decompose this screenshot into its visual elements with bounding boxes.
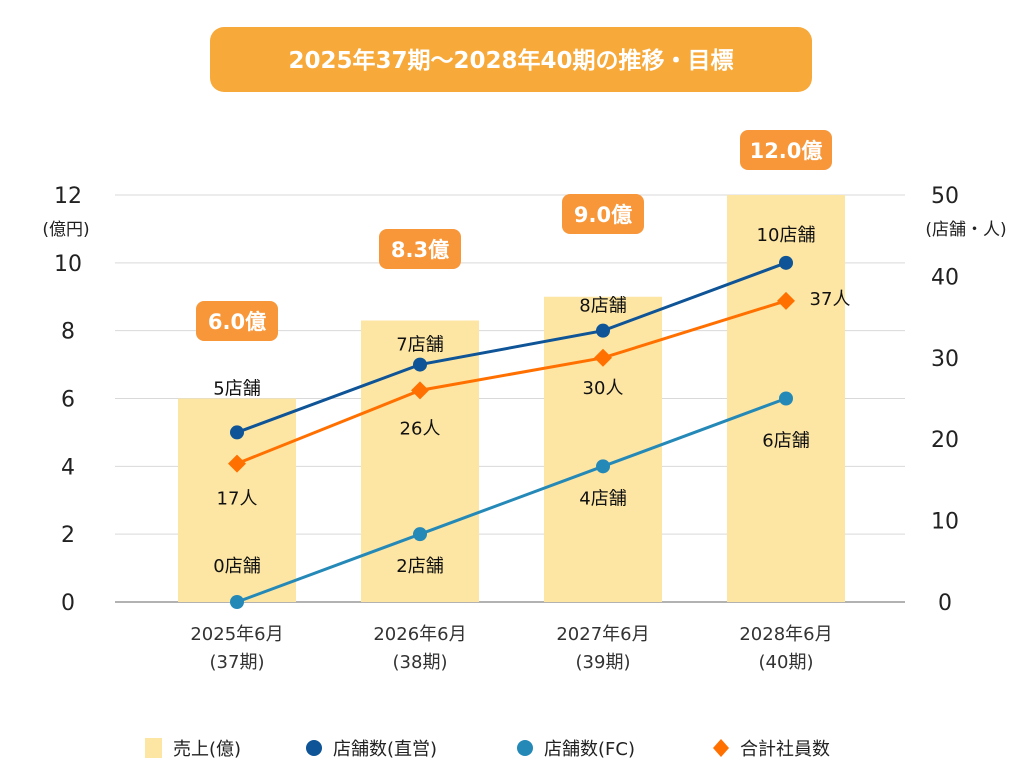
category-label: 2027年6月: [556, 624, 649, 645]
left-tick-label: 12: [54, 184, 82, 209]
sales-data-label: 8.3億: [391, 238, 449, 262]
sales-label-box: [562, 194, 644, 234]
legend-label: 合計社員数: [740, 739, 830, 760]
point-data-label: 0店舗: [213, 556, 260, 577]
point-data-label: 26人: [400, 418, 441, 439]
series-line-2: [236, 397, 787, 604]
point-data-label: 17人: [217, 489, 258, 510]
chart-title-text: 2025年37期〜2028年40期の推移・目標: [288, 47, 733, 74]
employee-marker: [594, 348, 612, 367]
store-marker: [413, 357, 427, 372]
legend-swatch-bar: [145, 738, 162, 758]
store-marker: [413, 527, 427, 542]
legend-swatch-circle: [306, 740, 322, 756]
point-data-label: 4店舗: [579, 488, 626, 509]
legend-label: 売上(億): [173, 739, 241, 760]
right-axis-unit: (店舗・人): [925, 220, 1006, 240]
store-marker: [230, 595, 244, 609]
sales-label-box: [196, 301, 278, 341]
left-tick-label: 10: [54, 252, 82, 277]
category-sublabel: (37期): [210, 652, 265, 673]
title-box: [210, 27, 812, 92]
point-data-label: 8店舗: [579, 296, 626, 317]
left-tick-label: 4: [61, 455, 75, 480]
sales-data-label: 9.0億: [574, 203, 632, 227]
point-data-label: 6店舗: [762, 431, 809, 452]
category-sublabel: (39期): [576, 652, 631, 673]
store-marker: [779, 391, 793, 406]
category-label: 2028年6月: [739, 624, 832, 645]
sales-data-label: 6.0億: [208, 310, 266, 334]
point-data-label: 37人: [810, 289, 851, 310]
employee-marker: [411, 381, 429, 400]
store-marker: [596, 323, 610, 338]
sales-data-label: 12.0億: [750, 139, 823, 163]
point-data-label: 10店舗: [757, 225, 816, 246]
right-tick-label: 40: [931, 265, 959, 290]
store-marker: [779, 255, 793, 270]
right-tick-label: 10: [931, 510, 959, 535]
right-tick-label: 0: [938, 591, 952, 616]
point-data-label: 7店舗: [396, 335, 443, 356]
left-axis-unit: (億円): [42, 220, 89, 240]
sales-bar: [544, 296, 662, 602]
category-sublabel: (38期): [393, 652, 448, 673]
right-tick-label: 30: [931, 347, 959, 372]
category-label: 2026年6月: [373, 624, 466, 645]
legend-label: 店舗数(直営): [333, 739, 437, 760]
left-tick-label: 2: [61, 523, 75, 548]
sales-label-box: [740, 130, 832, 170]
employee-marker: [777, 291, 795, 310]
series-line-3: [236, 299, 787, 466]
left-tick-label: 6: [61, 388, 75, 413]
left-tick-label: 0: [61, 591, 75, 616]
sales-label-box: [379, 229, 461, 269]
legend-swatch-diamond: [713, 739, 729, 757]
legend-swatch-circle: [517, 740, 533, 756]
point-data-label: 2店舗: [396, 556, 443, 577]
category-sublabel: (40期): [759, 652, 814, 673]
legend-label: 店舗数(FC): [544, 739, 635, 760]
point-data-label: 5店舗: [213, 378, 260, 399]
left-tick-label: 8: [61, 320, 75, 345]
chart-title: 2025年37期〜2028年40期の推移・目標: [210, 27, 812, 92]
point-data-label: 30人: [583, 378, 624, 399]
series-line-1: [236, 261, 787, 434]
right-tick-label: 50: [931, 184, 959, 209]
store-marker: [230, 425, 244, 440]
employee-marker: [228, 454, 246, 473]
right-tick-label: 20: [931, 428, 959, 453]
store-marker: [596, 459, 610, 474]
category-label: 2025年6月: [190, 624, 283, 645]
